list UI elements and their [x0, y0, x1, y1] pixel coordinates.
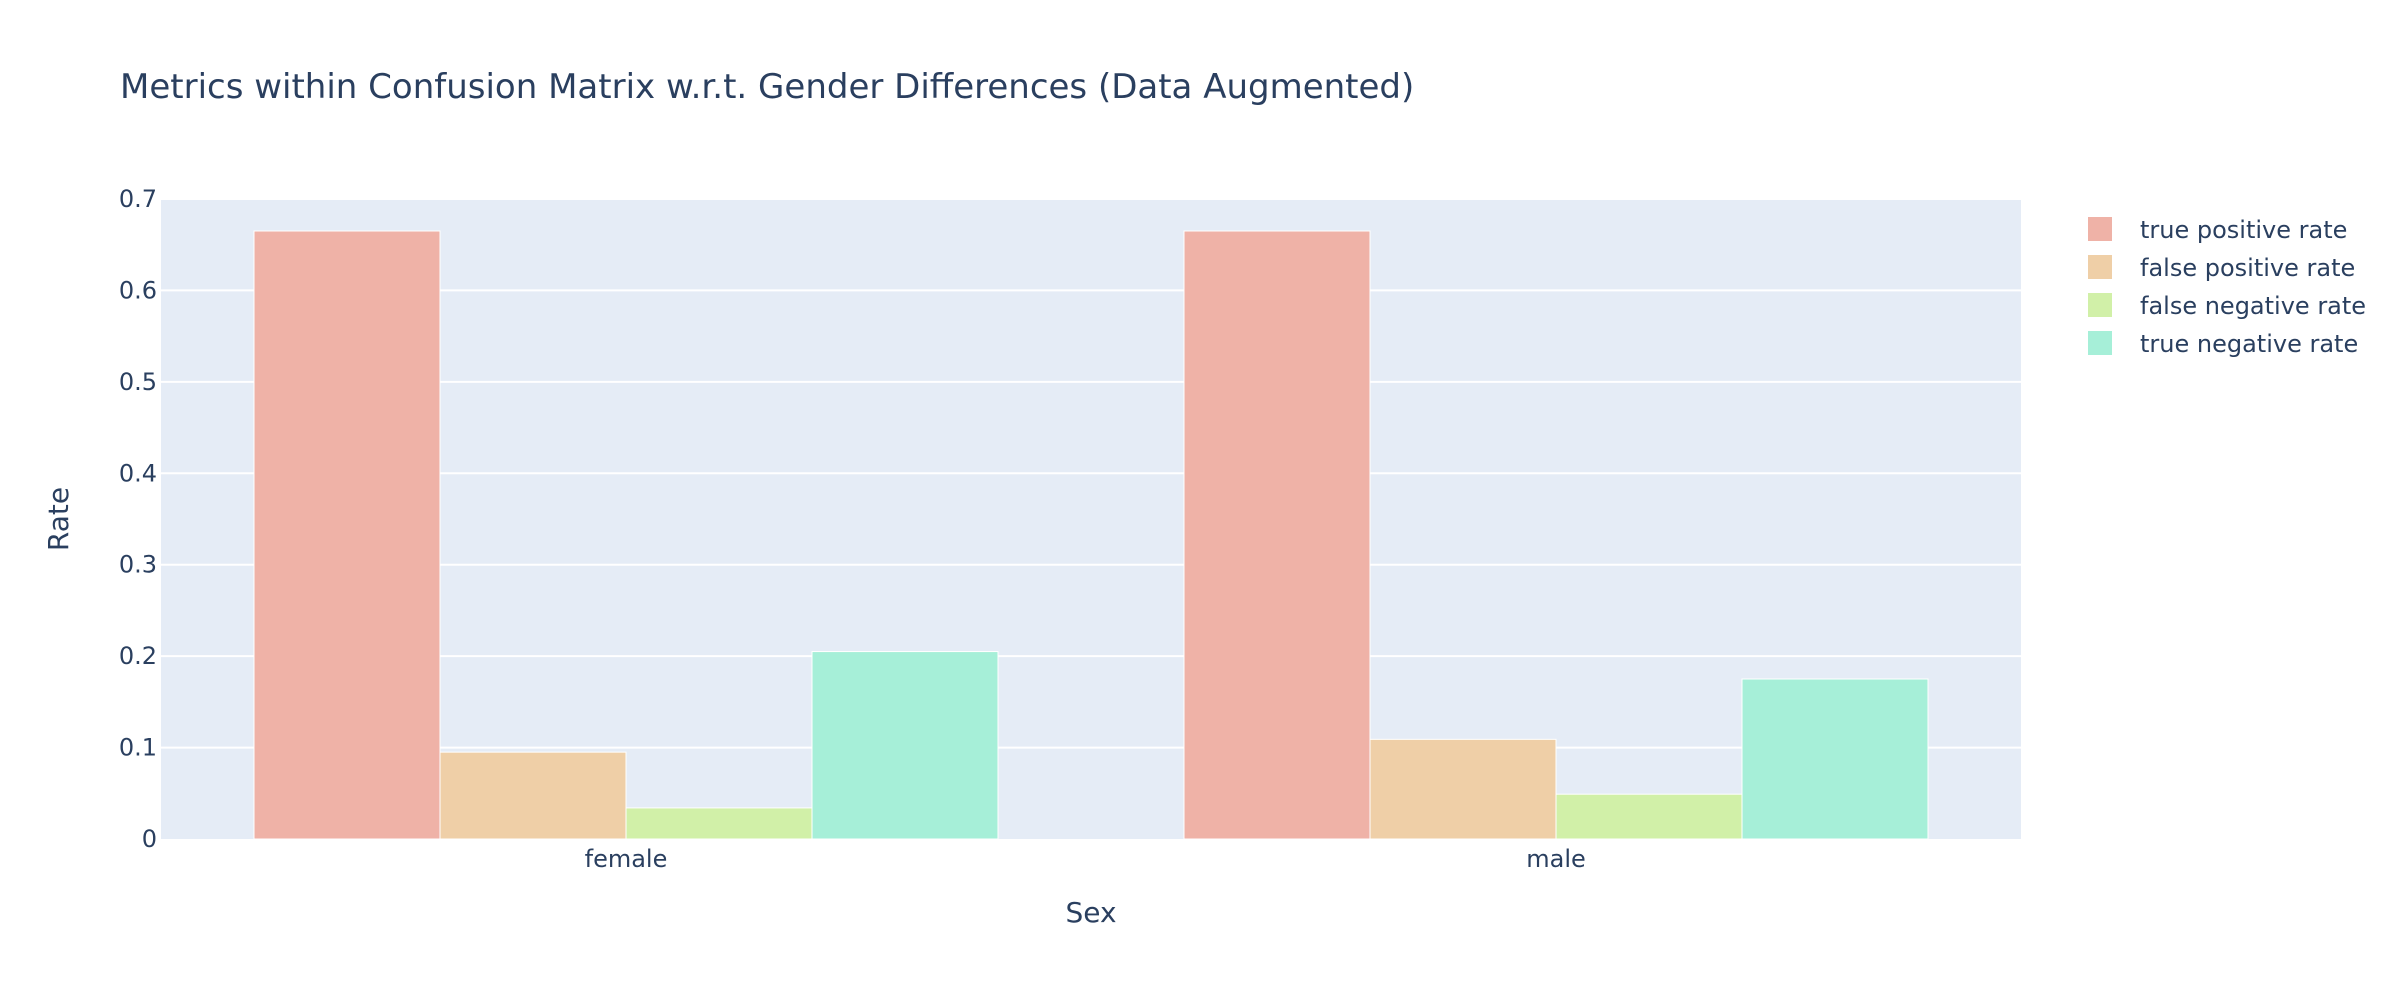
y-axis-title: Rate: [42, 487, 75, 551]
plot-area: [161, 199, 2021, 839]
bars: [253, 230, 1929, 840]
y-tick-label: 0.7: [119, 185, 157, 213]
legend-swatch: [2088, 331, 2112, 355]
y-tick-label: 0.1: [119, 734, 157, 762]
chart-title: Metrics within Confusion Matrix w.r.t. G…: [120, 67, 1414, 107]
y-axis-ticks: 0 0.1 0.2 0.3 0.4 0.5 0.6 0.7: [119, 185, 157, 853]
legend-item-true-negative-rate[interactable]: true negative rate: [2088, 330, 2358, 358]
legend-label: false positive rate: [2140, 254, 2355, 282]
bar-true-positive-rate-female[interactable]: [253, 230, 441, 840]
x-tick-label: male: [1526, 845, 1586, 873]
bar-false-negative-rate-female[interactable]: [625, 807, 813, 840]
gridlines: [161, 198, 2021, 749]
legend-label: false negative rate: [2140, 292, 2366, 320]
legend-swatch: [2088, 217, 2112, 241]
x-tick-label: female: [585, 845, 668, 873]
legend-swatch: [2088, 255, 2112, 279]
legend-label: true negative rate: [2140, 330, 2358, 358]
y-tick-label: 0.3: [119, 551, 157, 579]
x-axis-ticks: female male: [585, 845, 1586, 873]
y-tick-label: 0: [142, 825, 157, 853]
bar-false-positive-rate-male[interactable]: [1369, 738, 1557, 840]
bar-false-positive-rate-female[interactable]: [439, 751, 627, 840]
bar-true-negative-rate-male[interactable]: [1741, 678, 1929, 840]
legend-item-false-negative-rate[interactable]: false negative rate: [2088, 292, 2366, 320]
legend-swatch: [2088, 293, 2112, 317]
legend[interactable]: true positive rate false positive rate fal…: [2088, 216, 2366, 358]
x-axis-title: Sex: [1065, 896, 1116, 929]
y-tick-label: 0.4: [119, 459, 157, 487]
legend-item-false-positive-rate[interactable]: false positive rate: [2088, 254, 2355, 282]
bar-false-negative-rate-male[interactable]: [1555, 793, 1743, 840]
bar-true-positive-rate-male[interactable]: [1183, 230, 1371, 840]
y-tick-label: 0.5: [119, 368, 157, 396]
legend-label: true positive rate: [2140, 216, 2347, 244]
y-tick-label: 0.6: [119, 276, 157, 304]
legend-item-true-positive-rate[interactable]: true positive rate: [2088, 216, 2347, 244]
bar-true-negative-rate-female[interactable]: [811, 651, 999, 840]
y-tick-label: 0.2: [119, 642, 157, 670]
